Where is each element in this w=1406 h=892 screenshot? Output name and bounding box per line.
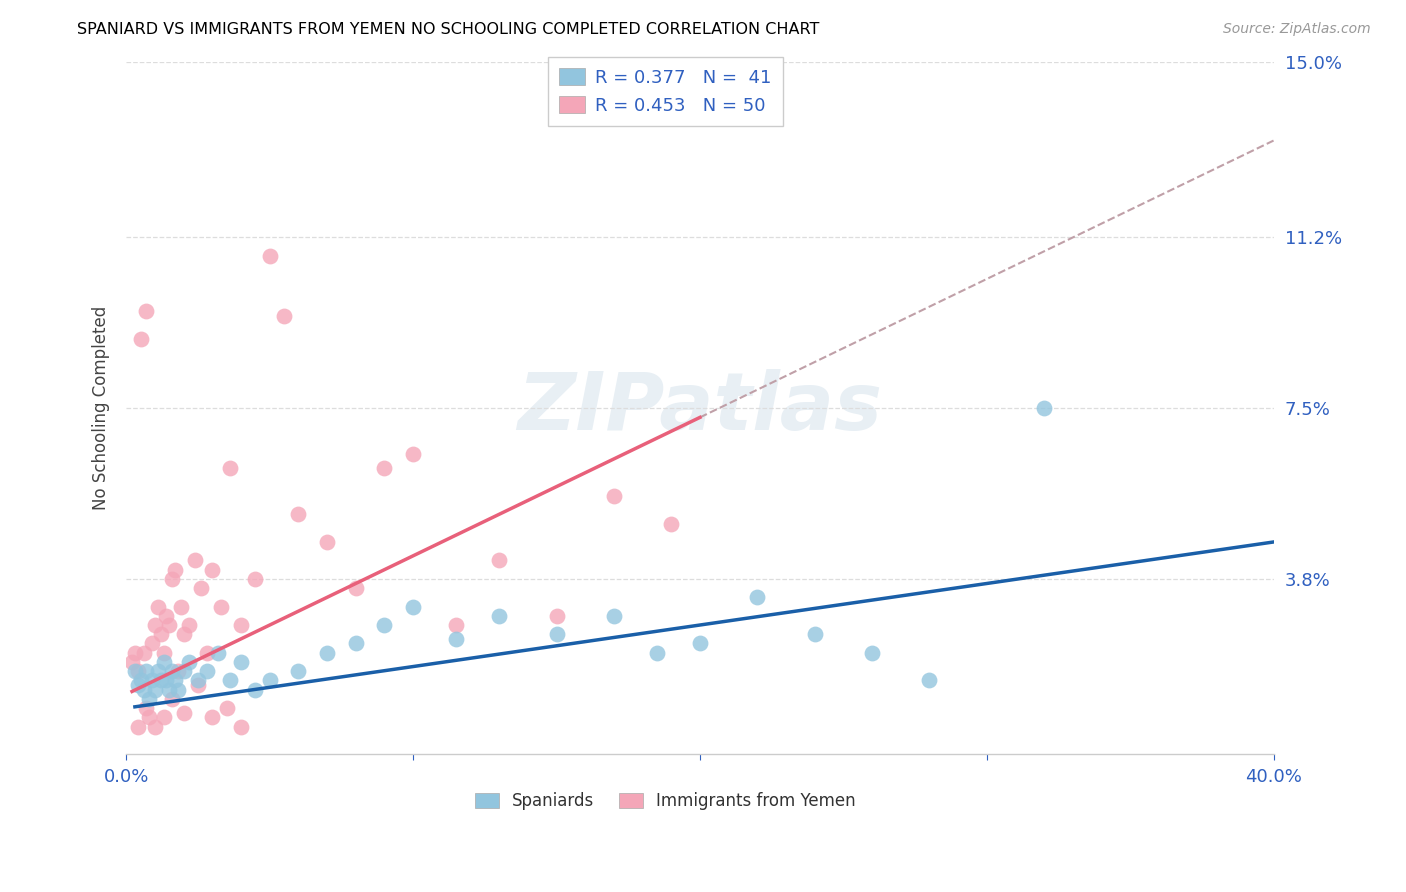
Point xyxy=(155,673,177,688)
Point xyxy=(245,682,267,697)
Point xyxy=(141,636,163,650)
Point xyxy=(127,678,149,692)
Point xyxy=(165,673,187,688)
Point xyxy=(170,599,193,614)
Point xyxy=(167,664,190,678)
Point xyxy=(184,553,207,567)
Point xyxy=(190,581,212,595)
Point xyxy=(402,599,425,614)
Point xyxy=(218,673,240,688)
Point xyxy=(645,646,668,660)
Point xyxy=(747,591,769,605)
Point xyxy=(209,599,232,614)
Point xyxy=(344,636,367,650)
Point xyxy=(287,664,309,678)
Point xyxy=(245,572,267,586)
Point xyxy=(488,553,510,567)
Point xyxy=(152,646,174,660)
Point xyxy=(129,332,152,346)
Point xyxy=(149,627,172,641)
Point xyxy=(173,706,195,720)
Point xyxy=(152,710,174,724)
Point xyxy=(373,461,395,475)
Point xyxy=(173,664,195,678)
Point xyxy=(259,249,281,263)
Point xyxy=(124,646,146,660)
Text: Source: ZipAtlas.com: Source: ZipAtlas.com xyxy=(1223,22,1371,37)
Text: SPANIARD VS IMMIGRANTS FROM YEMEN NO SCHOOLING COMPLETED CORRELATION CHART: SPANIARD VS IMMIGRANTS FROM YEMEN NO SCH… xyxy=(77,22,820,37)
Point xyxy=(201,710,224,724)
Point xyxy=(155,608,177,623)
Point xyxy=(152,655,174,669)
Legend: Spaniards, Immigrants from Yemen: Spaniards, Immigrants from Yemen xyxy=(471,787,860,815)
Point xyxy=(1033,401,1056,416)
Point xyxy=(167,682,190,697)
Point xyxy=(179,655,201,669)
Point xyxy=(127,664,149,678)
Point xyxy=(273,309,295,323)
Point xyxy=(229,655,252,669)
Point xyxy=(603,608,626,623)
Point xyxy=(259,673,281,688)
Point xyxy=(402,447,425,461)
Point xyxy=(195,664,218,678)
Point xyxy=(546,627,568,641)
Point xyxy=(146,599,169,614)
Point xyxy=(218,461,240,475)
Point xyxy=(160,691,183,706)
Point xyxy=(127,719,149,733)
Point xyxy=(124,664,146,678)
Point xyxy=(546,608,568,623)
Point xyxy=(689,636,711,650)
Point xyxy=(918,673,941,688)
Point xyxy=(138,710,160,724)
Point xyxy=(316,535,339,549)
Point xyxy=(146,664,169,678)
Point xyxy=(207,646,229,660)
Point xyxy=(129,673,152,688)
Point xyxy=(603,489,626,503)
Point xyxy=(444,632,467,646)
Point xyxy=(229,719,252,733)
Point xyxy=(135,701,157,715)
Point xyxy=(179,618,201,632)
Point xyxy=(229,618,252,632)
Point xyxy=(287,508,309,522)
Point xyxy=(121,655,143,669)
Point xyxy=(165,563,187,577)
Point xyxy=(201,563,224,577)
Point xyxy=(344,581,367,595)
Point xyxy=(173,627,195,641)
Y-axis label: No Schooling Completed: No Schooling Completed xyxy=(93,306,110,510)
Point xyxy=(215,701,238,715)
Point xyxy=(143,618,166,632)
Point xyxy=(187,673,209,688)
Point xyxy=(143,719,166,733)
Point xyxy=(149,673,172,688)
Point xyxy=(195,646,218,660)
Point xyxy=(316,646,339,660)
Point xyxy=(157,682,180,697)
Point xyxy=(157,618,180,632)
Point xyxy=(160,664,183,678)
Point xyxy=(488,608,510,623)
Point xyxy=(187,678,209,692)
Text: ZIPatlas: ZIPatlas xyxy=(517,369,883,447)
Point xyxy=(132,646,155,660)
Point xyxy=(138,691,160,706)
Point xyxy=(373,618,395,632)
Point xyxy=(141,673,163,688)
Point xyxy=(143,682,166,697)
Point xyxy=(444,618,467,632)
Point xyxy=(659,516,682,531)
Point xyxy=(135,304,157,318)
Point xyxy=(135,664,157,678)
Point xyxy=(860,646,883,660)
Point xyxy=(132,682,155,697)
Point xyxy=(160,572,183,586)
Point xyxy=(803,627,825,641)
